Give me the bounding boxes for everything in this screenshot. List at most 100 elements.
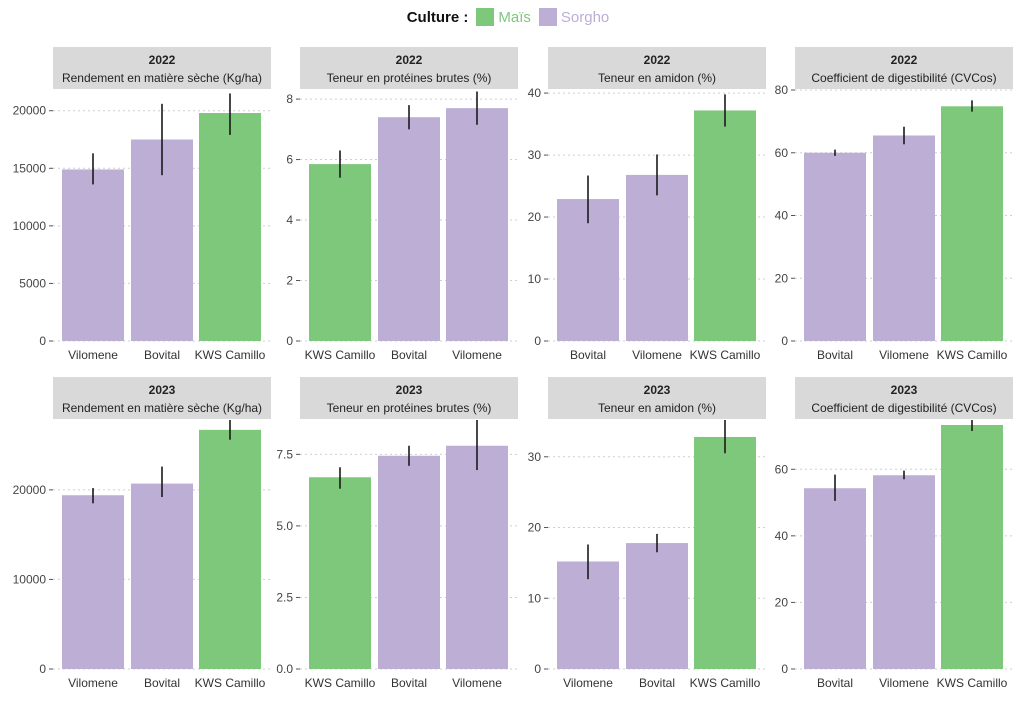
y-tick-label: 30 [528,450,542,464]
y-tick-label: 10 [528,272,542,286]
bar-bovital [626,543,688,669]
y-tick-label: 10000 [13,219,47,233]
panel-title: Coefficient de digestibilité (CVCos) [811,401,996,415]
panel-2023-2: 2023 Teneur en protéines brutes (%) 0.0 2.5… [276,377,518,690]
y-tick-label: 7.5 [276,447,293,461]
y-tick-label: 4 [286,213,293,227]
panel-year: 2022 [396,53,423,67]
y-tick-label: 80 [775,83,789,97]
bar-vilomene [62,495,124,669]
bar-kws-camillo [199,429,261,669]
panel-strip [795,377,1013,419]
panel-year: 2022 [149,53,176,67]
legend-swatch-sorgho [538,8,557,26]
y-tick-label: 0 [781,334,788,348]
bar-kws-camillo [941,424,1003,669]
y-tick-label: 0 [39,334,46,348]
x-tick-label: Vilomene [68,676,118,690]
x-tick-label: KWS Camillo [195,348,266,362]
x-tick-label: Vilomene [879,348,929,362]
x-tick-label: Vilomene [68,348,118,362]
legend-item-sorgho: Sorgho [538,8,610,26]
legend-item-mais: Maïs [476,8,531,26]
y-tick-label: 0 [781,662,788,676]
x-tick-label: Bovital [570,348,606,362]
x-tick-label: Bovital [391,348,427,362]
bar-vilomene [557,561,619,669]
legend: Culture : Maïs Sorgho [0,4,1024,30]
bar-vilomene [446,445,508,669]
x-tick-label: Bovital [144,676,180,690]
y-tick-label: 10000 [13,572,47,586]
x-tick-label: KWS Camillo [690,676,761,690]
bar-bovital [378,455,440,669]
bar-vilomene [62,169,124,341]
panel-title: Teneur en protéines brutes (%) [327,401,492,415]
panel-title: Rendement en matière sèche (Kg/ha) [62,71,262,85]
panel-2023-4: 2023 Coefficient de digestibilité (CVCos)… [775,377,1013,690]
y-tick-label: 6 [286,153,293,167]
bar-vilomene [446,108,508,341]
panel-title: Teneur en amidon (%) [598,71,716,85]
y-tick-label: 0 [286,334,293,348]
y-tick-label: 20 [528,210,542,224]
y-tick-label: 40 [775,209,789,223]
x-tick-label: KWS Camillo [937,348,1008,362]
x-tick-label: Bovital [144,348,180,362]
panel-title: Teneur en amidon (%) [598,401,716,415]
y-tick-label: 10 [528,591,542,605]
bar-kws-camillo [199,113,261,341]
bar-vilomene [873,475,935,669]
x-tick-label: KWS Camillo [195,676,266,690]
x-tick-label: Bovital [817,676,853,690]
y-tick-label: 2.5 [276,590,293,604]
y-tick-label: 5.0 [276,519,293,533]
panel-strip [300,47,518,89]
x-tick-label: Bovital [639,676,675,690]
y-tick-label: 0.0 [276,662,293,676]
bar-kws-camillo [694,110,756,342]
panel-2022-1: 2022 Rendement en matière sèche (Kg/ha) 0 5… [13,47,271,362]
panel-2023-1: 2023 Rendement en matière sèche (Kg/ha) 0 1… [13,377,271,690]
panel-year: 2022 [891,53,918,67]
x-tick-label: KWS Camillo [937,676,1008,690]
x-tick-label: KWS Camillo [690,348,761,362]
x-tick-label: Bovital [391,676,427,690]
legend-title: Culture : [406,8,469,26]
y-tick-label: 5000 [19,276,46,290]
legend-label-sorgho: Sorgho [560,8,610,26]
bar-kws-camillo [309,164,371,341]
bar-kws-camillo [694,436,756,669]
panel-title: Coefficient de digestibilité (CVCos) [811,71,996,85]
panel-strip [53,377,271,419]
panel-strip [53,47,271,89]
panel-year: 2023 [891,383,918,397]
panel-2022-2: 2022 Teneur en protéines brutes (%) 0 2 4 6 8 K… [286,47,518,362]
panel-strip [795,47,1013,89]
y-tick-label: 40 [528,86,542,100]
x-tick-label: Vilomene [452,348,502,362]
y-tick-label: 20 [775,271,789,285]
y-tick-label: 2 [286,274,293,288]
panel-strip [548,47,766,89]
y-tick-label: 15000 [13,161,47,175]
bar-kws-camillo [941,106,1003,341]
bar-vilomene [873,135,935,341]
y-tick-label: 60 [775,462,789,476]
x-tick-label: KWS Camillo [305,676,376,690]
x-tick-label: Vilomene [632,348,682,362]
x-tick-label: Vilomene [563,676,613,690]
y-tick-label: 0 [534,662,541,676]
panel-year: 2023 [149,383,176,397]
legend-label-mais: Maïs [498,8,531,26]
bar-kws-camillo [309,477,371,669]
panel-title: Rendement en matière sèche (Kg/ha) [62,401,262,415]
panel-2022-3: 2022 Teneur en amidon (%) 0 10 20 30 40 Bovital… [528,47,766,362]
bar-bovital [804,152,866,341]
x-tick-label: Vilomene [452,676,502,690]
panel-strip [548,377,766,419]
panel-2023-3: 2023 Teneur en amidon (%) 0 10 20 30 Vilomene B… [528,377,766,690]
panel-strip [300,377,518,419]
y-tick-label: 0 [534,334,541,348]
panel-2022-4: 2022 Coefficient de digestibilité (CVCos)… [775,47,1013,362]
